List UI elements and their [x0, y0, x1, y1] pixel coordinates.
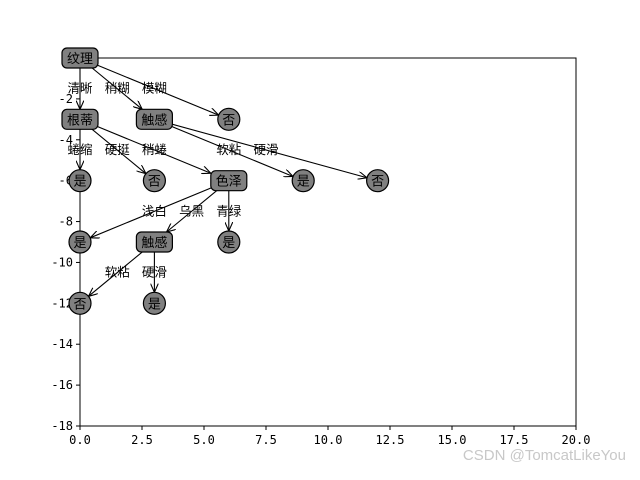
decision-node: 纹理 — [61, 47, 99, 69]
node-label: 触感 — [141, 112, 167, 128]
tree-edge — [79, 118, 211, 173]
y-tick-label: -12 — [51, 296, 73, 310]
y-tick-label: -4 — [59, 133, 73, 147]
tree-edge — [154, 118, 293, 176]
leaf-node: 是 — [142, 291, 166, 315]
x-tick-label: 20.0 — [562, 433, 591, 447]
leaf-node-circle — [291, 169, 315, 193]
leaf-node: 否 — [217, 107, 241, 131]
edge-label: 硬挺 — [105, 142, 131, 157]
decision-node: 色泽 — [210, 170, 248, 192]
decision-node: 根蒂 — [61, 108, 99, 130]
node-label: 是 — [73, 236, 86, 251]
x-tick-label: 2.5 — [131, 433, 153, 447]
node-label: 是 — [73, 175, 86, 190]
y-tick-label: -16 — [51, 378, 73, 392]
tree-edge — [79, 57, 219, 115]
leaf-node: 是 — [217, 230, 241, 254]
edge-label: 乌黑 — [179, 203, 204, 218]
node-label: 否 — [148, 175, 161, 190]
node-label: 纹理 — [67, 52, 93, 67]
leaf-node: 否 — [142, 169, 166, 193]
node-label: 根蒂 — [67, 113, 93, 128]
x-axis: 0.0 2.5 5.0 7.5 10.0 12.5 15.0 17.5 20.0 — [69, 426, 590, 447]
edge-label: 清晰 — [67, 81, 92, 96]
node-label: 否 — [371, 175, 384, 190]
node-label: 色泽 — [216, 174, 242, 190]
tree-edge — [154, 118, 367, 177]
tree-edges — [79, 57, 367, 296]
x-tick-label: 5.0 — [193, 433, 215, 447]
y-tick-label: -10 — [51, 255, 73, 269]
x-tick-label: 17.5 — [500, 433, 529, 447]
decision-node-box — [61, 108, 99, 130]
x-tick-label: 10.0 — [314, 433, 343, 447]
edge-label: 硬滑 — [142, 265, 167, 280]
edge-label: 稍蜷 — [142, 142, 168, 157]
y-axis: -2-4-6-8-10-12-14-16-18 — [51, 92, 80, 433]
leaf-node-circle — [366, 169, 390, 193]
edge-label: 硬滑 — [253, 142, 278, 157]
y-tick-label: -2 — [59, 92, 73, 106]
x-tick-label: 15.0 — [438, 433, 467, 447]
tree-edge — [90, 180, 230, 238]
node-label: 触感 — [141, 235, 167, 251]
edge-label: 软粘 — [105, 265, 130, 280]
leaf-node-circle — [68, 291, 92, 315]
edge-label: 稍糊 — [105, 81, 130, 96]
node-label: 是 — [148, 297, 161, 312]
leaf-node-circle — [68, 169, 92, 193]
decision-node-box — [135, 108, 173, 130]
node-label: 是 — [297, 175, 310, 190]
watermark: CSDN @TomcatLikeYou — [462, 447, 626, 464]
leaf-node: 是 — [68, 169, 92, 193]
leaf-node-circle — [217, 230, 241, 254]
tree-nodes: 纹理根蒂 触感 否是否色泽是否是 触感 是否是 — [61, 47, 390, 315]
leaf-node: 否 — [68, 291, 92, 315]
x-tick-label: 7.5 — [255, 433, 277, 447]
decision-node-box — [135, 231, 173, 253]
leaf-node: 是 — [68, 230, 92, 254]
y-tick-label: -18 — [51, 419, 73, 433]
edge-label: 蜷缩 — [67, 142, 92, 157]
y-tick-label: -14 — [51, 337, 73, 351]
leaf-node-circle — [142, 169, 166, 193]
edge-label: 软粘 — [216, 142, 241, 157]
leaf-node: 是 — [291, 169, 315, 193]
leaf-node-circle — [68, 230, 92, 254]
edge-label: 浅白 — [142, 203, 167, 218]
node-label: 否 — [73, 297, 86, 312]
edge-label: 青绿 — [216, 203, 242, 218]
edge-label: 模糊 — [142, 81, 167, 96]
decision-node-box — [210, 170, 248, 192]
decision-node: 触感 — [135, 108, 173, 130]
decision-node: 触感 — [135, 231, 173, 253]
x-tick-label: 12.5 — [376, 433, 405, 447]
node-label: 否 — [222, 113, 235, 128]
leaf-node-circle — [142, 291, 166, 315]
y-tick-label: -8 — [59, 215, 73, 229]
leaf-node: 否 — [366, 169, 390, 193]
decision-node-box — [61, 47, 99, 69]
leaf-node-circle — [217, 107, 241, 131]
node-label: 是 — [222, 236, 235, 251]
x-tick-label: 0.0 — [69, 433, 91, 447]
